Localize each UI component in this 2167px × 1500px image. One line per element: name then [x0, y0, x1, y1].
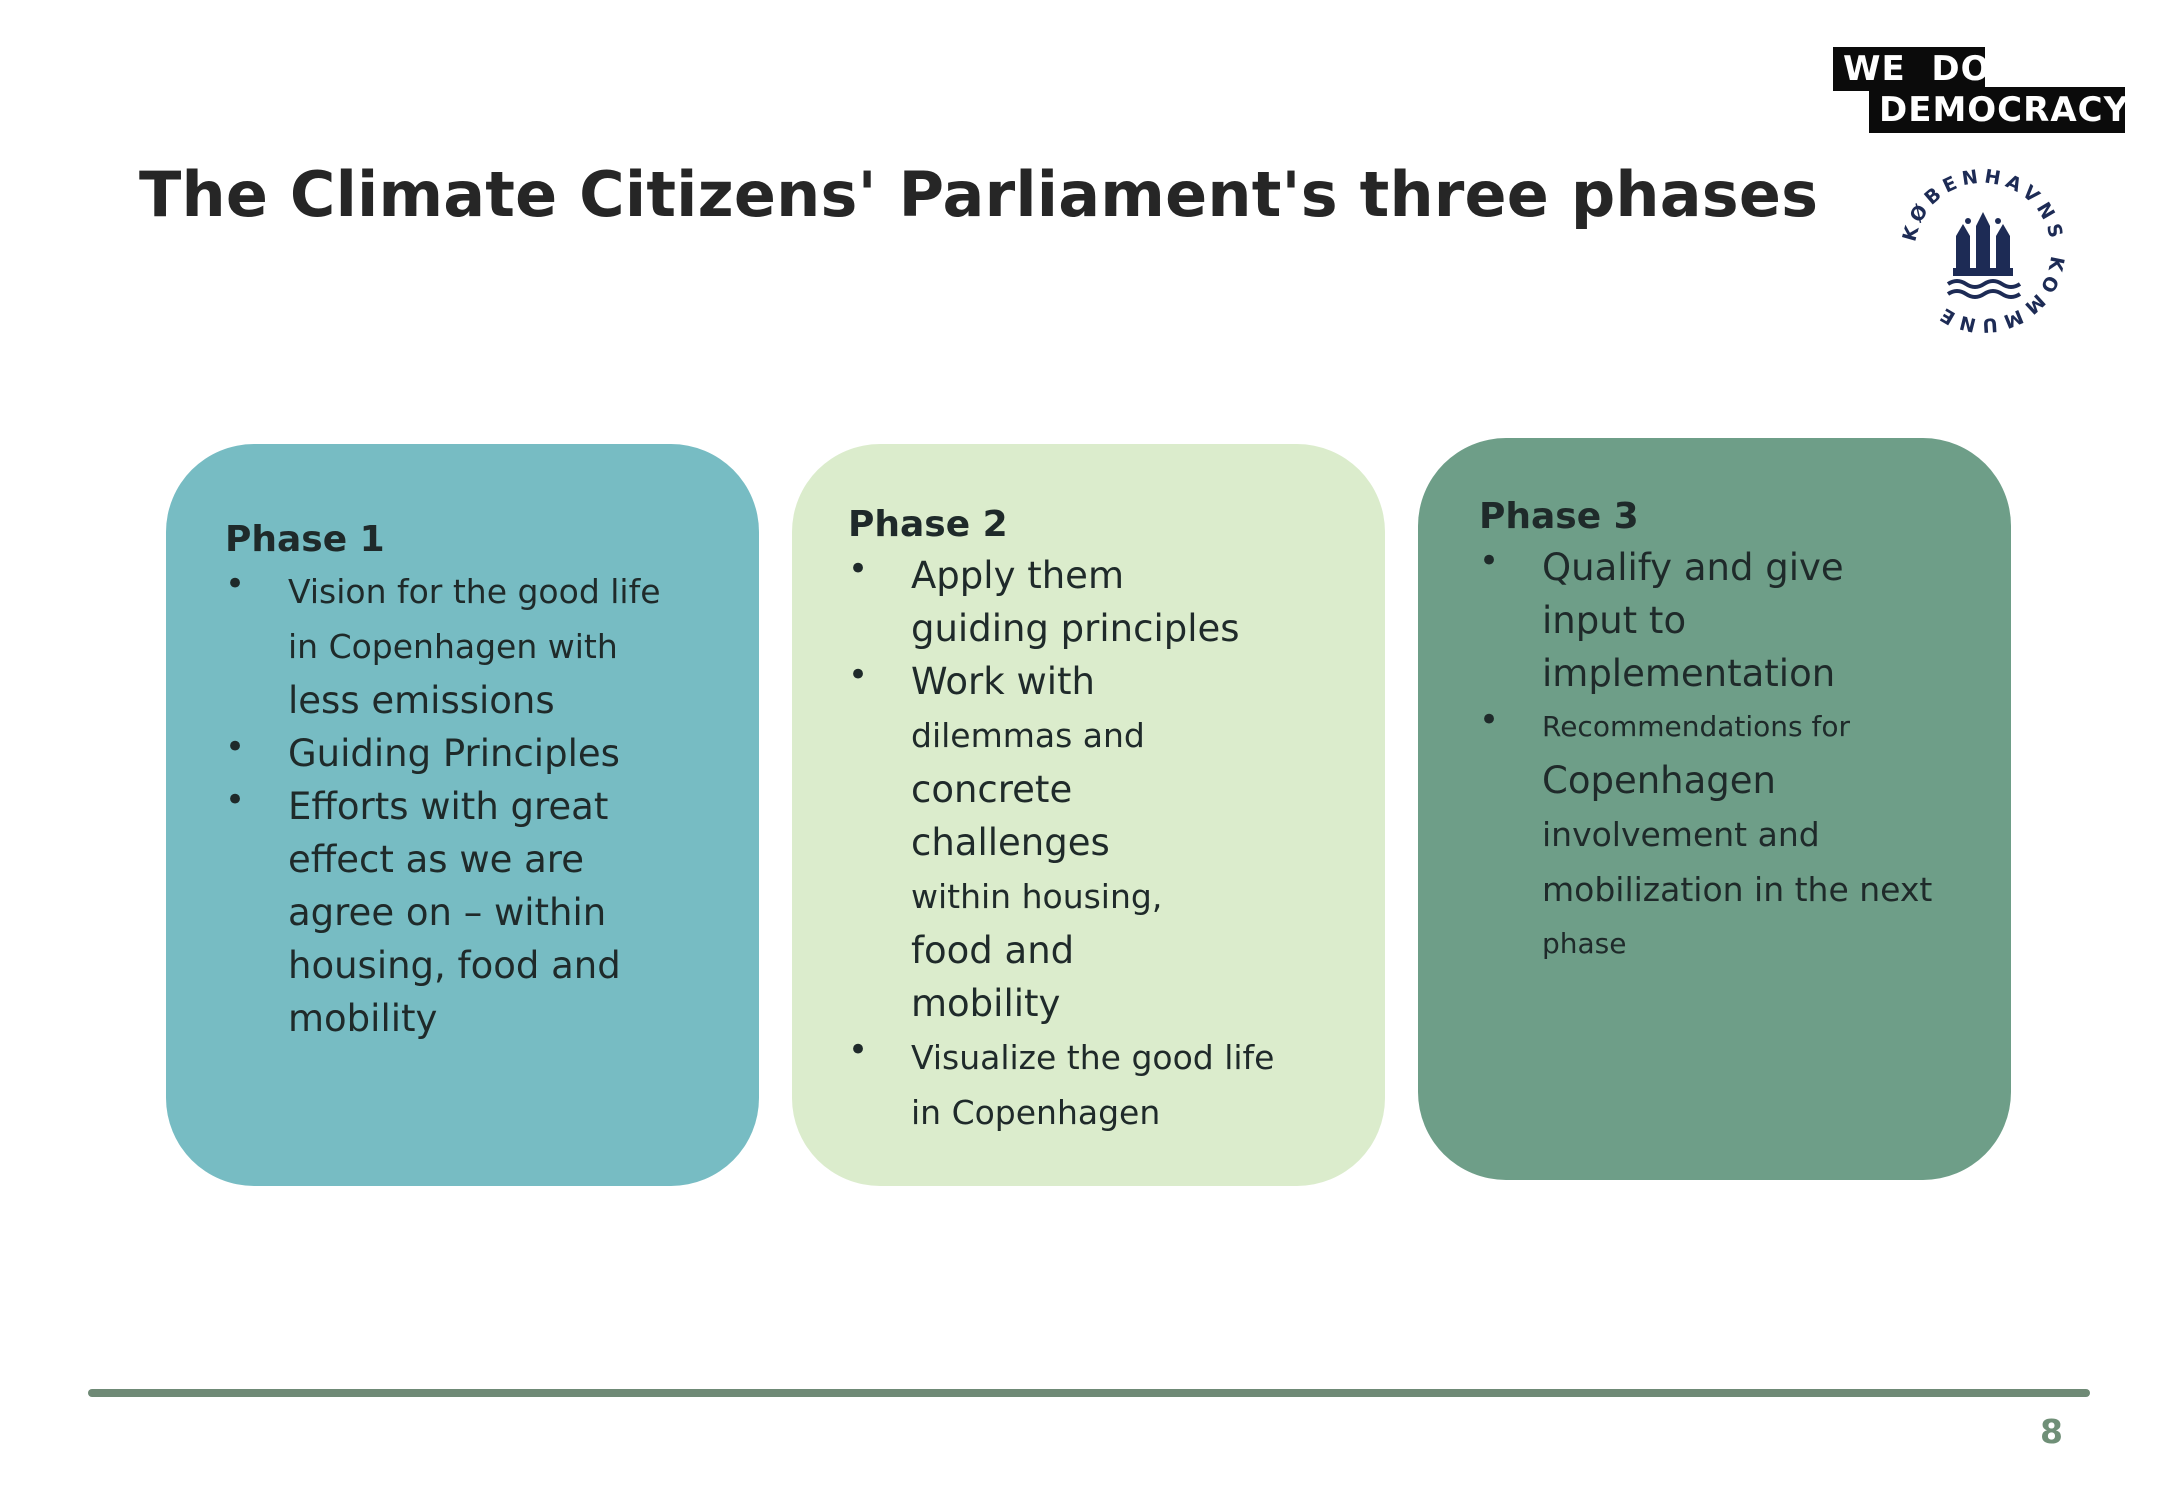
footer-divider	[88, 1389, 2090, 1397]
kobenhavns-kommune-seal-icon: KØBENHAVNS KOMMUNE	[1898, 166, 2063, 336]
bullet-text: mobilization in the next	[1542, 870, 1933, 909]
bullet-text: implementation	[1542, 652, 1836, 695]
phase-3-heading: Phase 3	[1479, 496, 1639, 537]
bullet-text: in Copenhagen	[911, 1093, 1161, 1132]
bullet-text: agree on – within	[288, 891, 607, 934]
page-title: The Climate Citizens' Parliament's three…	[139, 158, 1819, 231]
bullet-text: Recommendations for	[1542, 710, 1851, 743]
bullet-text: input to	[1542, 599, 1687, 642]
list-item: Work with dilemmas and concrete challeng…	[848, 655, 1345, 1030]
list-item: Vision for the good life in Copenhagen w…	[225, 564, 719, 727]
page-number: 8	[2040, 1412, 2063, 1451]
list-item: Efforts with great effect as we are agre…	[225, 780, 719, 1045]
bullet-text: mobility	[288, 997, 438, 1040]
phase-3-card: Phase 3 Qualify and give input to implem…	[1418, 438, 2011, 1180]
bullet-text: food and	[911, 929, 1075, 972]
bullet-text: Efforts with great	[288, 785, 609, 828]
phase-2-card: Phase 2 Apply them guiding principles Wo…	[792, 444, 1385, 1186]
bullet-text: dilemmas and	[911, 716, 1145, 755]
we-do-democracy-logo: WE DO DEMOCRACY	[1833, 47, 2128, 133]
bullet-text: involvement and	[1542, 815, 1820, 854]
bullet-text: in Copenhagen with	[288, 627, 618, 666]
list-item: Visualize the good life in Copenhagen	[848, 1030, 1345, 1140]
logo-line-1: WE DO	[1833, 47, 1990, 91]
bullet-text: Guiding Principles	[288, 732, 620, 775]
logo-line-2: DEMOCRACY	[1869, 87, 2128, 133]
bullet-text: Work with	[911, 660, 1095, 703]
bullet-text: Copenhagen	[1542, 759, 1776, 802]
bullet-text: less emissions	[288, 679, 555, 722]
bullet-text: Vision for the good life	[288, 572, 661, 611]
bullet-text: phase	[1542, 927, 1627, 960]
bullet-text: effect as we are	[288, 838, 584, 881]
phase-1-card: Phase 1 Vision for the good life in Cope…	[166, 444, 759, 1186]
phase-2-heading: Phase 2	[848, 504, 1008, 545]
list-item: Qualify and give input to implementation	[1479, 541, 1971, 700]
list-item: Guiding Principles	[225, 727, 719, 780]
phase-1-heading: Phase 1	[225, 519, 385, 560]
bullet-text: Qualify and give	[1542, 546, 1844, 589]
bullet-text: guiding principles	[911, 607, 1240, 650]
bullet-text: concrete	[911, 768, 1073, 811]
bullet-text: challenges	[911, 821, 1110, 864]
list-item: Recommendations for Copenhagen involveme…	[1479, 700, 1971, 971]
list-item: Apply them guiding principles	[848, 549, 1345, 655]
bullet-text: within housing,	[911, 877, 1163, 916]
bullet-text: Visualize the good life	[911, 1038, 1275, 1077]
bullet-text: Apply them	[911, 554, 1124, 597]
bullet-text: housing, food and	[288, 944, 621, 987]
bullet-text: mobility	[911, 982, 1061, 1025]
